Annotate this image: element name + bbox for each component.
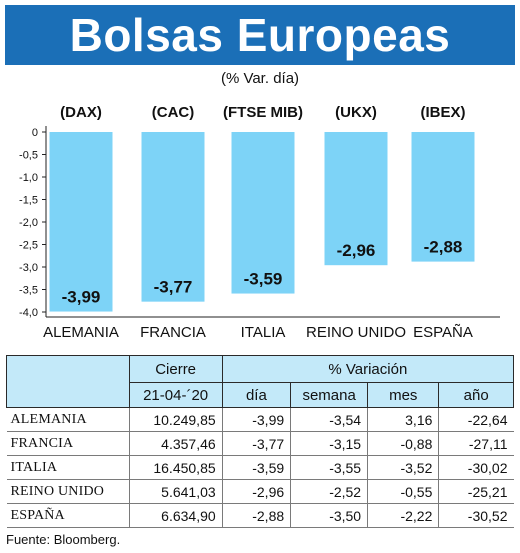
header-mes: mes <box>367 382 440 408</box>
row-value: -0,55 <box>367 479 440 504</box>
row-value: 3,16 <box>367 407 440 432</box>
row-country: REINO UNIDO <box>6 479 130 504</box>
title-banner: Bolsas Europeas <box>5 5 515 65</box>
header-date: 21-04-´20 <box>128 382 223 408</box>
row-value: 16.450,85 <box>129 455 223 480</box>
index-label: (CAC) <box>152 104 195 121</box>
category-label: ESPAÑA <box>413 324 473 341</box>
row-value: -27,11 <box>438 431 514 456</box>
y-tick-label: -3,5 <box>19 285 38 297</box>
row-country: ITALIA <box>6 455 130 480</box>
category-label: ITALIA <box>241 324 286 341</box>
row-value: -3,99 <box>222 407 292 432</box>
row-country: ALEMANIA <box>6 407 130 432</box>
value-label: -2,88 <box>424 238 463 257</box>
row-value: -2,52 <box>290 479 369 504</box>
value-label: -3,59 <box>244 270 283 289</box>
y-tick-label: -2,5 <box>19 240 38 252</box>
row-value: 4.357,46 <box>129 431 223 456</box>
y-tick-label: -1,0 <box>19 172 38 184</box>
table-row: ALEMANIA 10.249,85 -3,99 -3,54 3,16 -22,64 <box>6 407 514 432</box>
table-header-row-2: 21-04-´20 día semana mes año <box>7 382 514 408</box>
table-row: FRANCIA 4.357,46 -3,77 -3,15 -0,88 -27,11 <box>6 431 514 456</box>
row-value: 6.634,90 <box>129 503 223 528</box>
row-value: -3,15 <box>290 431 369 456</box>
row-value: -2,88 <box>222 503 292 528</box>
index-label: (DAX) <box>60 104 102 121</box>
row-value: -3,50 <box>290 503 369 528</box>
chart-title: Bolsas Europeas <box>69 9 451 61</box>
y-tick-label: -1,5 <box>19 195 38 207</box>
row-value: -3,52 <box>367 455 440 480</box>
bar-chart: 0 -0,5 -1,0 -1,5 -2,0 -2,5 -3,0 -3,5 -4,0 (DAX) (C… <box>19 104 500 341</box>
category-label: FRANCIA <box>140 324 206 341</box>
category-label: REINO UNIDO <box>306 324 406 341</box>
market-table: Cierre % Variación 21-04-´20 día semana … <box>6 355 515 528</box>
value-label: -2,96 <box>337 241 376 260</box>
index-label: (IBEX) <box>421 104 466 121</box>
row-value: -3,59 <box>222 455 292 480</box>
row-value: -25,21 <box>438 479 514 504</box>
table-row: ITALIA 16.450,85 -3,59 -3,55 -3,52 -30,02 <box>6 455 514 480</box>
market-table-wrapper: Cierre % Variación 21-04-´20 día semana … <box>6 355 515 528</box>
bar <box>411 132 475 262</box>
bar <box>49 132 113 312</box>
y-tick-label: -4,0 <box>19 307 38 319</box>
bar <box>324 132 388 266</box>
value-label: -3,77 <box>154 278 193 297</box>
table-row: ESPAÑA 6.634,90 -2,88 -3,50 -2,22 -30,52 <box>6 503 514 528</box>
row-value: -30,02 <box>438 455 514 480</box>
row-value: -30,52 <box>438 503 514 528</box>
row-country: ESPAÑA <box>6 503 130 528</box>
source-note: Fuente: Bloomberg. <box>6 532 121 547</box>
row-value: -3,55 <box>290 455 369 480</box>
category-label: ALEMANIA <box>43 324 119 341</box>
bar <box>231 132 295 294</box>
value-label: -3,99 <box>62 288 101 307</box>
row-value: -3,77 <box>222 431 292 456</box>
index-label: (FTSE MIB) <box>223 104 303 121</box>
header-dia: día <box>221 382 292 408</box>
header-variacion: % Variación <box>221 355 515 383</box>
row-value: -2,96 <box>222 479 292 504</box>
table-row: REINO UNIDO 5.641,03 -2,96 -2,52 -0,55 -25,21 <box>6 479 514 504</box>
bar <box>141 132 205 302</box>
row-value: 5.641,03 <box>129 479 223 504</box>
header-cierre: Cierre <box>128 355 223 383</box>
index-label: (UKX) <box>335 104 377 121</box>
y-tick-label: 0 <box>32 127 38 139</box>
row-country: FRANCIA <box>6 431 130 456</box>
y-tick-label: -0,5 <box>19 150 38 162</box>
header-blank <box>6 355 130 408</box>
table-header-row-1: Cierre % Variación <box>6 355 515 408</box>
row-value: -0,88 <box>367 431 440 456</box>
row-value: 10.249,85 <box>129 407 223 432</box>
y-tick-label: -2,0 <box>19 217 38 229</box>
row-value: -3,54 <box>290 407 369 432</box>
y-tick-label: -3,0 <box>19 262 38 274</box>
chart-subtitle: (% Var. día) <box>220 70 300 87</box>
row-value: -22,64 <box>438 407 514 432</box>
header-semana: semana <box>290 382 369 408</box>
header-ano: año <box>438 382 514 408</box>
row-value: -2,22 <box>367 503 440 528</box>
